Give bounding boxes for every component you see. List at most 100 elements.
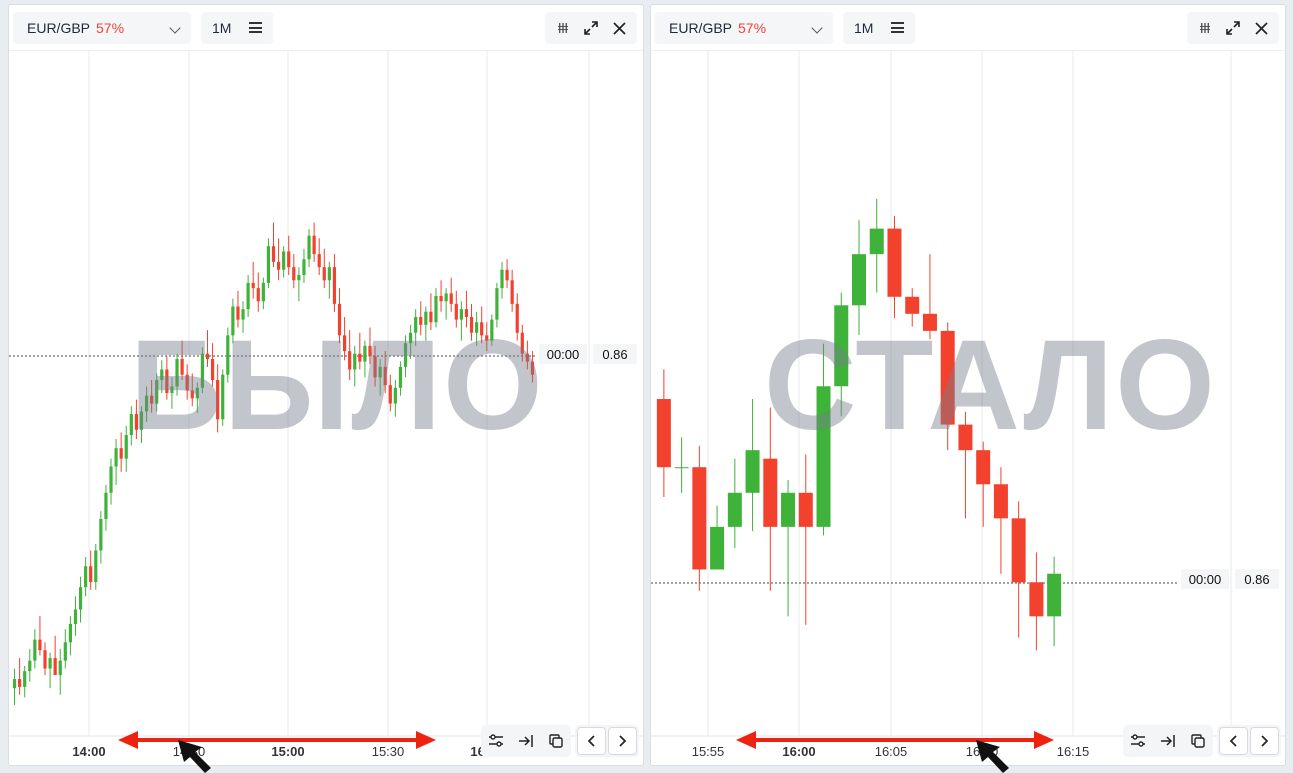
candle-body: [124, 435, 128, 459]
x-axis-label: 15:00: [271, 744, 305, 759]
candle-body: [781, 492, 796, 527]
window-controls: [545, 12, 637, 44]
candle-body: [332, 267, 337, 304]
candle-body: [221, 374, 225, 420]
candlestick-chart[interactable]: [651, 51, 1285, 737]
candle-body: [307, 235, 311, 260]
chart-tools: [481, 725, 571, 757]
candle-body: [190, 390, 194, 399]
symbol-label: EUR/GBP: [669, 20, 733, 36]
window-controls: [1187, 12, 1279, 44]
candle-body: [869, 228, 884, 255]
candle-body: [287, 251, 291, 268]
candle-body: [23, 671, 27, 687]
candle-body: [510, 280, 514, 304]
candle-body: [798, 492, 813, 527]
candle-body: [408, 332, 413, 344]
menu-icon: [249, 22, 262, 33]
close-icon[interactable]: [608, 17, 630, 39]
candle-body: [763, 458, 778, 527]
copy-icon[interactable]: [1183, 726, 1213, 756]
symbol-select[interactable]: EUR/GBP 57%: [13, 12, 191, 44]
chart-header: EUR/GBP 57% 1M: [9, 5, 643, 51]
candle-body: [261, 282, 265, 302]
candle-body: [129, 414, 133, 436]
expand-icon[interactable]: [1222, 17, 1244, 39]
candle-body: [282, 251, 286, 270]
candle-body: [48, 658, 52, 669]
candle-body: [449, 293, 453, 304]
candle-body: [99, 519, 103, 551]
candle-body: [337, 303, 342, 336]
candle-body: [12, 679, 17, 689]
x-axis-label: 14:30: [172, 744, 206, 759]
chevron-left-icon[interactable]: [1219, 727, 1248, 755]
candle-body: [134, 414, 139, 430]
copy-icon[interactable]: [541, 726, 571, 756]
candle-body: [180, 358, 184, 375]
candle-body: [200, 353, 205, 388]
x-axis-label: 16:05: [874, 744, 908, 759]
chart-tools: [1123, 725, 1213, 757]
timeframe-label: 1M: [854, 20, 874, 36]
jump-to-end-icon[interactable]: [1153, 726, 1183, 756]
candle-body: [388, 385, 392, 404]
candle-body: [922, 313, 937, 331]
candle-body: [434, 296, 438, 323]
sliders-icon[interactable]: [1123, 726, 1153, 756]
payout-percent: 57%: [96, 20, 125, 36]
grip-icon[interactable]: [552, 17, 574, 39]
timeframe-button[interactable]: 1M: [201, 12, 273, 44]
candlestick-chart[interactable]: [9, 51, 643, 737]
close-icon[interactable]: [1250, 17, 1272, 39]
timeframe-button[interactable]: 1M: [843, 12, 915, 44]
candle-body: [419, 317, 423, 325]
x-axis-label: 16:10: [965, 744, 999, 759]
candle-body: [393, 387, 397, 404]
candle-body: [490, 319, 494, 341]
expand-icon[interactable]: [580, 17, 602, 39]
candle-body: [485, 335, 489, 341]
chevron-right-icon[interactable]: [1250, 727, 1279, 755]
jump-to-end-icon[interactable]: [511, 726, 541, 756]
candle-body: [1029, 582, 1044, 617]
chart-panel-left: EUR/GBP 57% 1M 00:00 0.86 14:00 14:30 15…: [8, 4, 644, 766]
candle-body: [276, 261, 281, 270]
grip-icon[interactable]: [1194, 17, 1216, 39]
candle-body: [78, 587, 83, 610]
chevron-right-icon[interactable]: [608, 727, 637, 755]
sliders-icon[interactable]: [481, 726, 511, 756]
candle-body: [119, 448, 123, 459]
candle-body: [327, 267, 331, 281]
candle-body: [834, 305, 849, 387]
watermark-before: БЫЛО: [130, 314, 545, 457]
candle-body: [348, 351, 352, 370]
price-tag: 0.86: [593, 344, 637, 364]
candle-body: [139, 411, 144, 430]
candle-body: [940, 330, 955, 425]
candle-body: [424, 311, 428, 325]
candle-body: [993, 484, 1008, 519]
x-axis-label: 14:00: [72, 744, 106, 759]
candle-body: [520, 332, 524, 354]
candle-body: [251, 282, 255, 289]
chevron-down-icon: [169, 22, 181, 34]
candle-body: [1047, 573, 1062, 617]
chevron-left-icon[interactable]: [577, 727, 606, 755]
candle-body: [266, 246, 271, 283]
candle-body: [84, 566, 88, 588]
candle-body: [322, 267, 326, 281]
candle-body: [150, 395, 154, 404]
candle-body: [403, 343, 408, 367]
chart-header: EUR/GBP 57% 1M: [651, 5, 1285, 51]
payout-percent: 57%: [738, 20, 767, 36]
candle-body: [439, 296, 443, 302]
candle-body: [292, 267, 296, 281]
candle-body: [710, 526, 725, 570]
watermark-after: СТАЛО: [764, 314, 1217, 457]
candle-body: [205, 353, 210, 359]
candle-body: [33, 639, 37, 661]
candle-body: [246, 282, 250, 310]
chart-navigation: [1217, 725, 1281, 757]
symbol-select[interactable]: EUR/GBP 57%: [655, 12, 833, 44]
